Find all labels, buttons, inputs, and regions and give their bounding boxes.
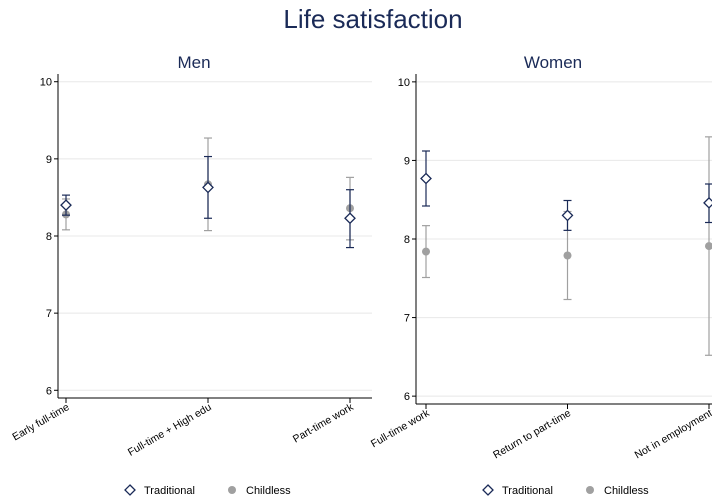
y-tick-label: 9 (46, 154, 52, 166)
y-tick-label: 10 (40, 77, 52, 89)
legend-circle-icon (228, 486, 236, 494)
category-label: Full-time + High edu (126, 401, 214, 459)
y-tick-label: 10 (398, 77, 410, 89)
y-tick-label: 9 (404, 155, 410, 167)
panel-title: Men (177, 53, 210, 72)
legend: Traditional Childless (124, 484, 291, 497)
category-label: Early full-time (10, 401, 71, 443)
y-tick-label: 7 (404, 313, 410, 325)
y-tick-label: 8 (46, 231, 52, 243)
category-label: Part-time work (291, 401, 356, 446)
legend-label: Childless (246, 485, 291, 497)
panel-men: Men 6 7 8 9 10 Early full-time Full-time + High… (10, 53, 372, 497)
legend-label: Traditional (144, 485, 195, 497)
point-childless (705, 242, 712, 251)
legend: Traditional Childless (482, 484, 649, 497)
legend-diamond-icon (124, 484, 136, 496)
point-traditional (60, 199, 72, 212)
category-label: Return to part-time (491, 407, 573, 461)
point-traditional (344, 212, 356, 225)
point-childless (422, 247, 430, 256)
legend-circle-icon (586, 486, 594, 494)
point-traditional (202, 181, 214, 194)
y-tick-label: 7 (46, 308, 52, 320)
panel-women: Women 6 7 8 9 10 Full-time work Return to part-… (369, 53, 712, 497)
point-traditional (420, 172, 432, 185)
point-traditional (561, 209, 574, 222)
main-title: Life satisfaction (283, 4, 462, 34)
legend-diamond-icon (482, 484, 494, 496)
y-tick-label: 8 (404, 234, 410, 246)
legend-label: Childless (604, 485, 649, 497)
point-childless (563, 251, 572, 260)
y-tick-label: 6 (404, 391, 410, 403)
y-tick-label: 6 (46, 385, 52, 397)
panel-title: Women (524, 53, 582, 72)
point-traditional (703, 196, 712, 209)
category-label: Full-time work (369, 407, 432, 450)
category-label: Not in employment (633, 407, 712, 461)
legend-label: Traditional (502, 485, 553, 497)
